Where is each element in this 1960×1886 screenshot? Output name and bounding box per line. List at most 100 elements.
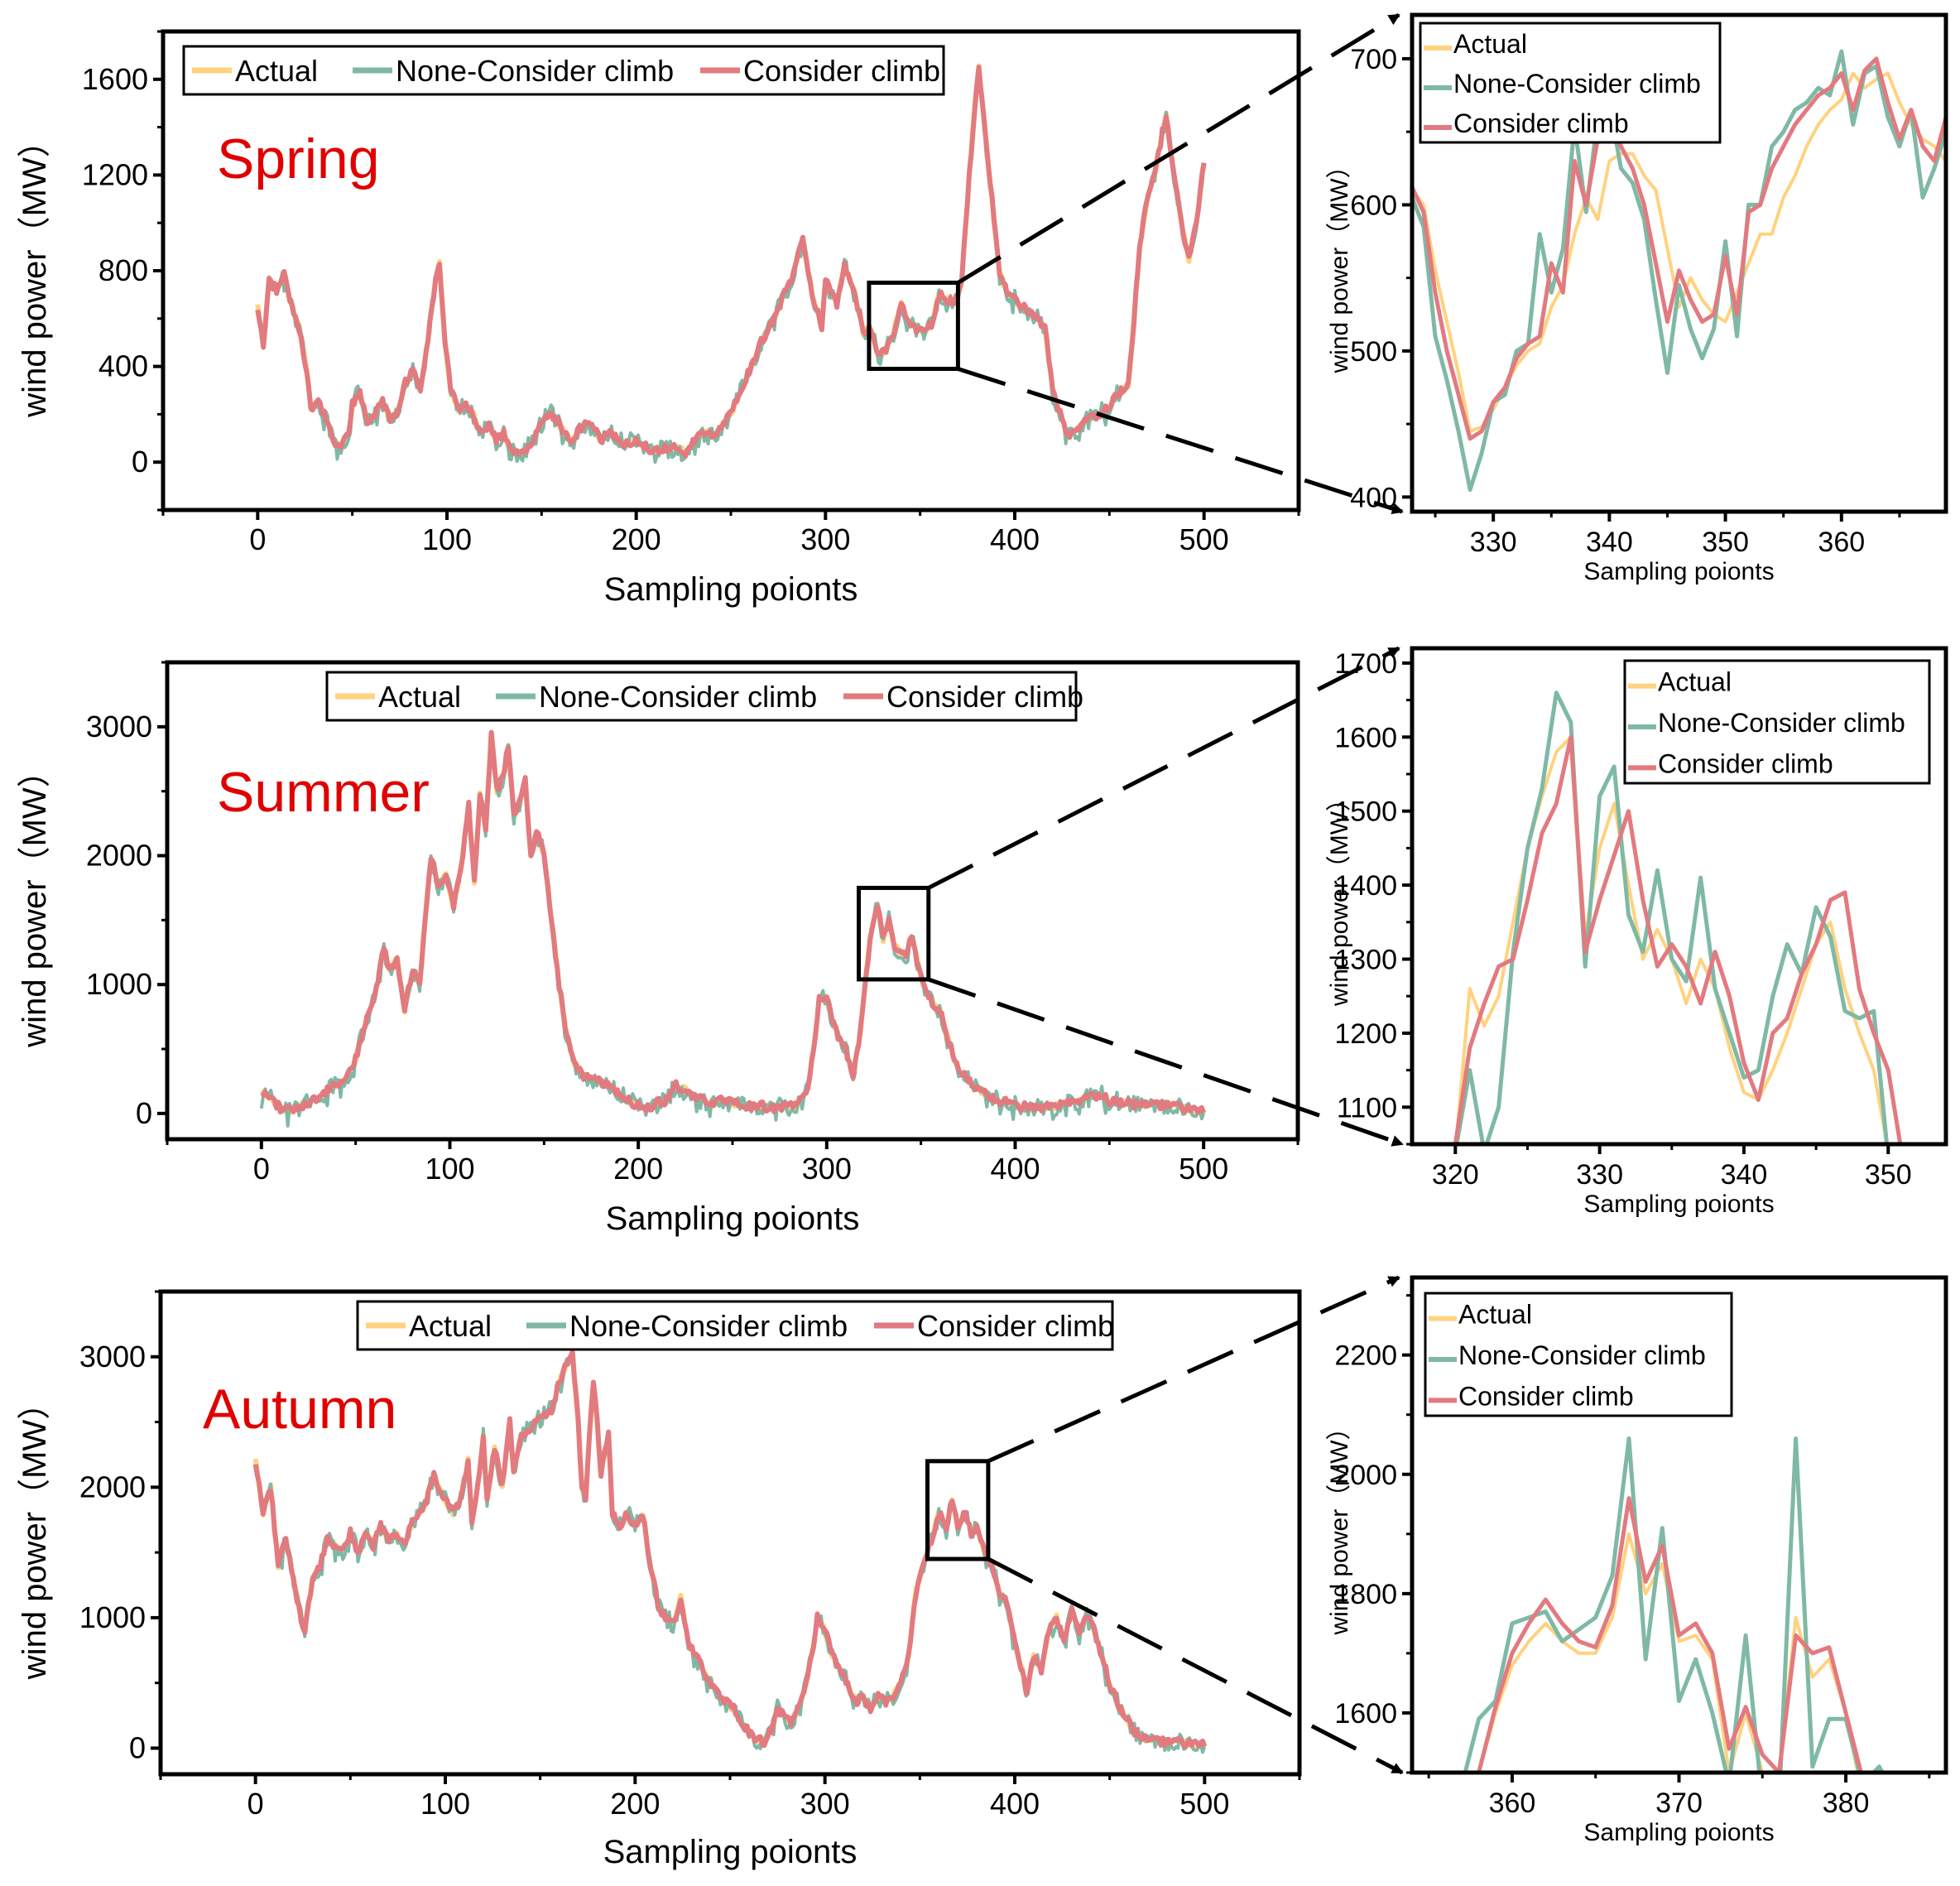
autumn-zoom-ytick-label: 2000	[1334, 1460, 1397, 1491]
autumn-zoom-series-actual	[1473, 1532, 1860, 1773]
spring-zoom-legend-box	[1419, 22, 1722, 144]
autumn-main-xtick-label: 500	[1179, 1787, 1229, 1821]
spring-main-series-consider-climb	[255, 65, 1207, 459]
autumn-main-series-consider-climb	[252, 1350, 1208, 1749]
summer-main-series-consider-climb	[260, 729, 1207, 1115]
autumn-zoom-legend-box	[1424, 1292, 1733, 1417]
autumn-main-series-group	[252, 1348, 1208, 1754]
spring-zoom-series-consider-climb	[1412, 56, 1946, 441]
autumn-zoom-ytick-label: 1800	[1334, 1579, 1397, 1610]
summer-zoom-ytick-label: 1500	[1334, 796, 1397, 828]
autumn-main-ytick-label: 1000	[79, 1600, 146, 1634]
summer-zoom-series-none-consider-climb	[1454, 690, 1890, 1144]
summer-zoom-plot-frame	[1410, 646, 1948, 1147]
spring-zoom-series-none-consider-climb	[1412, 49, 1946, 492]
summer-main-legend-label-2: Consider climb	[886, 680, 1083, 714]
autumn-zoom-chart: 360 370 380 1600 1800 2000 2200 Sampling poiont…	[1326, 1275, 1948, 1846]
autumn-main-season-label: Autumn	[203, 1378, 396, 1441]
summer-main-zoom-connector-bottom	[927, 977, 1404, 1147]
summer-main-ytick-label: 0	[136, 1096, 152, 1130]
spring-zoom-ylabel: wind power（MW）	[1326, 153, 1353, 373]
spring-main-xlabel: Sampling poionts	[604, 571, 858, 608]
summer-main-xtick-label: 0	[253, 1152, 270, 1186]
summer-main-xtick-label: 500	[1179, 1152, 1228, 1186]
autumn-main-legend-label-2: Consider climb	[917, 1309, 1114, 1343]
summer-zoom-legend-label-1: None-Consider climb	[1658, 708, 1905, 738]
spring-main-legend-label-0: Actual	[235, 54, 318, 88]
summer-main-ytick-label: 3000	[86, 710, 152, 743]
spring-main-legend-box	[182, 45, 945, 96]
spring-zoom-ytick-label: 500	[1350, 336, 1397, 368]
spring-main-xtick-label: 500	[1179, 522, 1229, 556]
summer-zoom-chart: 320 330 340 3501100120013001400150016001700…	[1326, 646, 1948, 1218]
summer-main-xtick-label: 400	[990, 1152, 1040, 1186]
autumn-main-ytick-label: 2000	[79, 1470, 146, 1504]
summer-main-ytick-label: 2000	[86, 839, 152, 873]
summer-zoom-xtick-label: 320	[1432, 1159, 1479, 1191]
summer-zoom-ytick-label: 1100	[1337, 1092, 1397, 1123]
spring-main-xtick-label: 200	[612, 522, 661, 556]
autumn-main-legend-box	[356, 1300, 1114, 1351]
autumn-main-ylabel: wind power（MW）	[17, 1387, 53, 1680]
spring-zoom-xtick-label: 340	[1586, 527, 1633, 558]
summer-main-season-label: Summer	[217, 761, 430, 824]
spring-zoom-xtick-label: 330	[1470, 527, 1517, 558]
summer-main-chart: 0 100 200 300 400 500 0 1000 2000 3000 Sampling po…	[17, 660, 1300, 1237]
autumn-main-legend-label-1: None-Consider climb	[569, 1309, 848, 1343]
spring-main-zoom-connector-bottom	[957, 367, 1404, 514]
summer-zoom-legend-label-0: Actual	[1658, 667, 1732, 697]
summer-main-legend-label-1: None-Consider climb	[539, 680, 817, 714]
spring-main-ytick-label: 0	[132, 445, 148, 479]
autumn-main-ytick-label: 0	[129, 1730, 146, 1764]
summer-main-xtick-label: 300	[802, 1152, 852, 1186]
summer-main-ylabel: wind power（MW）	[17, 754, 53, 1047]
spring-main-zoom-box	[867, 280, 960, 371]
summer-main-legend-label-0: Actual	[378, 680, 461, 714]
spring-main-chart: 0 100 200 300 400 500 0 400 800 1200 1600 Sampling …	[17, 29, 1301, 608]
autumn-main-series-actual	[252, 1348, 1207, 1749]
autumn-main-zoom-connector-top	[987, 1275, 1400, 1464]
spring-main-series-group	[255, 63, 1207, 464]
summer-zoom-xlabel: Sampling poionts	[1583, 1191, 1774, 1218]
autumn-zoom-ylabel: wind power（MW）	[1326, 1415, 1353, 1635]
spring-main-xtick-label: 0	[249, 522, 266, 556]
autumn-main-legend-label-0: Actual	[409, 1309, 492, 1343]
autumn-main-xtick-label: 100	[420, 1787, 470, 1821]
spring-main-xtick-label: 100	[422, 522, 472, 556]
spring-zoom-xtick-label: 350	[1702, 527, 1749, 558]
spring-zoom-ytick-label: 600	[1350, 190, 1397, 221]
autumn-main-zoom-connector-bottom	[987, 1556, 1404, 1775]
autumn-zoom-xtick-label: 360	[1489, 1787, 1536, 1819]
autumn-zoom-xtick-label: 370	[1655, 1787, 1703, 1819]
autumn-main-zoom-box	[925, 1459, 991, 1561]
spring-main-season-label: Spring	[217, 127, 380, 190]
autumn-main-xtick-label: 200	[610, 1787, 660, 1821]
summer-main-legend-box	[325, 671, 1078, 722]
spring-zoom-xtick-label: 360	[1818, 527, 1865, 558]
spring-main-ytick-label: 1200	[82, 157, 148, 191]
autumn-main-xtick-label: 400	[990, 1787, 1040, 1821]
autumn-zoom-xtick-label: 380	[1823, 1787, 1870, 1819]
summer-main-xtick-label: 100	[425, 1152, 474, 1186]
spring-zoom-legend-label-0: Actual	[1453, 29, 1527, 59]
autumn-zoom-xlabel: Sampling poionts	[1583, 1819, 1774, 1846]
spring-main-xtick-label: 300	[800, 522, 850, 556]
summer-zoom-ytick-label: 1200	[1334, 1018, 1397, 1050]
spring-main-ytick-label: 1600	[82, 62, 148, 96]
autumn-zoom-ytick-label: 2200	[1334, 1340, 1397, 1372]
spring-main-ylabel: wind power（MW）	[17, 124, 53, 417]
spring-main-ytick-label: 400	[98, 349, 148, 383]
summer-main-plot-frame	[165, 660, 1300, 1142]
autumn-zoom-legend-label-0: Actual	[1458, 1300, 1532, 1330]
autumn-zoom-legend-label-1: None-Consider climb	[1458, 1340, 1706, 1370]
spring-zoom-ytick-label: 700	[1350, 44, 1397, 75]
summer-zoom-ylabel: wind power（MW）	[1326, 787, 1353, 1007]
summer-zoom-series-consider-climb	[1453, 734, 1903, 1144]
spring-main-legend-label-2: Consider climb	[743, 54, 940, 88]
summer-zoom-legend-box	[1623, 659, 1931, 785]
autumn-zoom-series-group	[1463, 1436, 1886, 1773]
spring-zoom-xlabel: Sampling poionts	[1583, 558, 1774, 585]
autumn-main-xtick-label: 0	[247, 1787, 264, 1821]
